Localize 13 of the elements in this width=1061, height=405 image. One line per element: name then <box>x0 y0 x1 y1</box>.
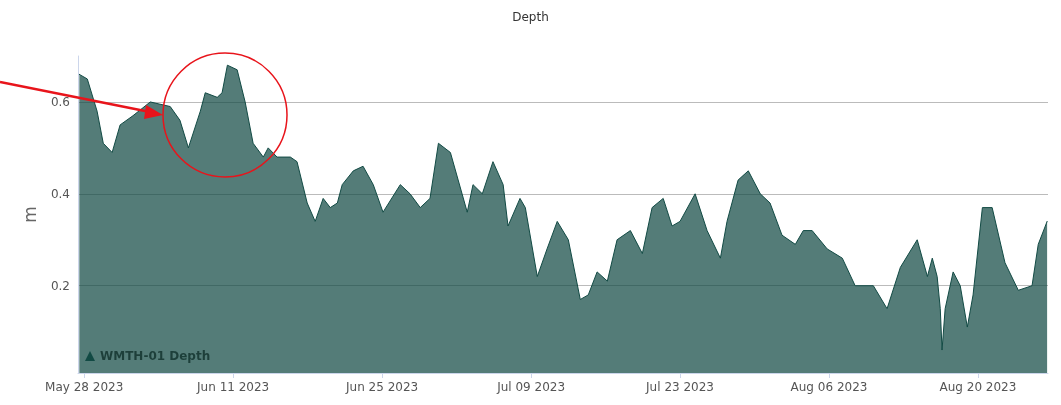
y-tick-label: 0.6 <box>50 94 70 109</box>
x-tick-label: May 28 2023 <box>45 380 124 394</box>
x-tick-label: Jun 25 2023 <box>345 380 419 394</box>
x-tick-label: Aug 20 2023 <box>939 380 1017 394</box>
series-label: WMTH-01 Depth <box>100 349 211 363</box>
chart-title: Depth <box>512 10 549 24</box>
x-tick-label: Aug 06 2023 <box>790 380 868 394</box>
y-tick-label: 0.4 <box>50 186 70 201</box>
x-tick-label: Jul 23 2023 <box>645 380 714 394</box>
y-tick-label: 0.2 <box>50 278 70 293</box>
x-tick-label: Jun 11 2023 <box>196 380 270 394</box>
x-tick-label: Jul 09 2023 <box>496 380 566 394</box>
y-axis-title: m <box>19 206 40 223</box>
